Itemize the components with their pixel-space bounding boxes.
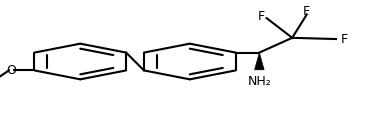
- Polygon shape: [255, 53, 264, 70]
- Text: F: F: [341, 33, 347, 46]
- Text: F: F: [258, 10, 265, 23]
- Text: O: O: [6, 64, 16, 77]
- Text: F: F: [303, 5, 310, 18]
- Text: NH₂: NH₂: [247, 75, 271, 88]
